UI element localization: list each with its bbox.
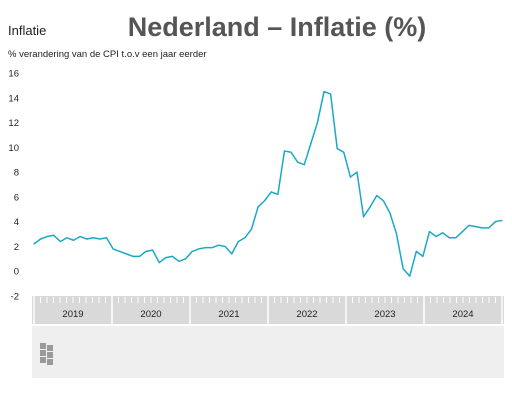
data-point: [349, 176, 351, 178]
data-point: [165, 256, 167, 259]
data-point: [310, 143, 312, 145]
data-point: [119, 250, 121, 252]
data-point: [231, 253, 233, 255]
data-point: [72, 239, 75, 241]
y-tick-label: 0: [14, 267, 19, 278]
x-tick-label: 2024: [452, 309, 473, 320]
data-point: [105, 237, 108, 239]
data-point: [290, 151, 292, 153]
cbs-logo-icon: cbs: [40, 343, 53, 365]
data-point: [455, 237, 457, 239]
data-point: [99, 238, 101, 240]
data-point: [237, 240, 239, 243]
data-point: [79, 235, 81, 238]
data-point: [185, 258, 187, 260]
data-point: [92, 237, 94, 239]
data-point: [257, 206, 259, 208]
data-point: [488, 227, 490, 229]
data-point: [395, 233, 398, 235]
x-tick-label: 2019: [62, 309, 83, 320]
y-tick-label: -2: [11, 292, 19, 303]
y-tick-label: 12: [8, 118, 19, 129]
data-point: [468, 224, 470, 226]
chart-subtitle: % verandering van de CPI t.o.v een jaar …: [8, 49, 207, 60]
data-point: [191, 250, 193, 252]
chart-title: Nederland – Inflatie (%): [128, 12, 427, 42]
data-point: [402, 268, 404, 270]
y-tick-label: 2: [14, 242, 19, 253]
data-point: [442, 232, 444, 234]
data-point: [39, 238, 42, 240]
x-tick-label: 2020: [140, 309, 161, 320]
data-point: [53, 234, 55, 236]
data-point: [33, 243, 35, 245]
data-point: [389, 212, 391, 214]
data-point: [125, 253, 127, 255]
data-point: [152, 249, 154, 251]
data-point: [297, 161, 299, 163]
data-point: [138, 255, 141, 257]
x-axis: 2019 2020 2021 2022 2023 2024: [32, 296, 504, 324]
y-tick-label: 6: [14, 192, 19, 203]
data-point: [330, 93, 332, 95]
y-tick-label: 4: [14, 217, 19, 228]
series-layer: [33, 90, 503, 277]
footer-band: [32, 326, 504, 378]
data-point: [428, 230, 431, 233]
data-point: [409, 275, 411, 277]
data-point: [303, 164, 305, 166]
data-point: [145, 250, 147, 252]
data-point: [461, 230, 464, 233]
data-point: [501, 219, 503, 222]
data-point: [415, 250, 417, 252]
data-point: [132, 255, 134, 257]
data-point: [283, 150, 286, 152]
y-tick-label: 10: [8, 143, 19, 154]
data-point: [422, 255, 424, 257]
y-tick-label: 14: [8, 93, 19, 104]
data-point: [217, 244, 220, 246]
data-point: [86, 238, 88, 240]
x-tick-label: 2023: [374, 309, 395, 320]
data-point: [46, 235, 48, 238]
data-point: [494, 221, 497, 223]
data-point: [224, 245, 226, 248]
data-point: [264, 200, 266, 202]
data-point: [448, 237, 450, 239]
x-tick-label: 2021: [218, 309, 239, 320]
y-axis: -2 0 2 4 6 8 10 12 14 16: [8, 69, 19, 303]
data-point: [369, 206, 371, 208]
data-point: [481, 227, 483, 229]
inflation-line: [33, 90, 503, 277]
data-point: [356, 171, 358, 173]
data-point: [198, 248, 200, 250]
data-point: [376, 195, 378, 197]
data-point: [270, 191, 272, 193]
data-point: [66, 237, 68, 239]
data-point: [59, 240, 61, 243]
data-point: [316, 121, 319, 124]
data-point: [382, 200, 384, 202]
data-point: [244, 237, 246, 239]
chart-label: Inflatie: [8, 23, 46, 38]
data-point: [277, 193, 279, 196]
x-tick-label: 2022: [296, 309, 317, 320]
data-point: [112, 248, 114, 250]
data-point: [362, 216, 365, 218]
data-point: [158, 261, 160, 264]
data-point: [178, 260, 180, 262]
y-tick-label: 8: [14, 168, 19, 179]
data-point: [475, 226, 477, 228]
data-point: [323, 90, 325, 93]
data-point: [211, 247, 213, 249]
data-point: [204, 247, 206, 249]
data-point: [336, 147, 338, 150]
data-point: [435, 235, 437, 238]
data-point: [171, 255, 174, 257]
data-point: [250, 228, 253, 230]
data-point: [343, 151, 345, 153]
y-tick-label: 16: [8, 69, 19, 80]
